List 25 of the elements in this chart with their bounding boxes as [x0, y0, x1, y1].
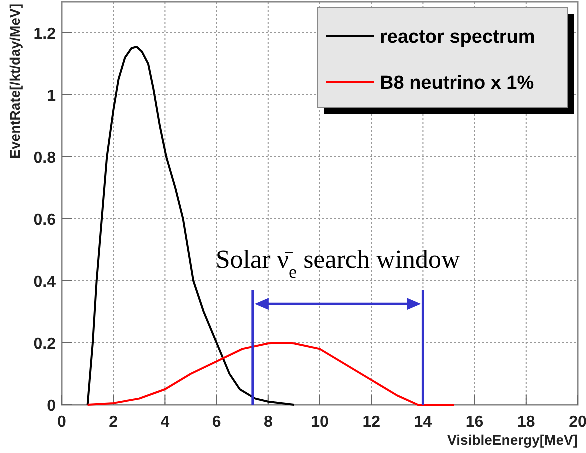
- y-tick-label: 1: [47, 88, 56, 105]
- x-tick-label: 14: [414, 414, 432, 431]
- x-tick-label: 2: [109, 414, 118, 431]
- x-tick-label: 0: [58, 414, 67, 431]
- y-tick-label: 0: [47, 398, 56, 415]
- x-tick-label: 8: [264, 414, 273, 431]
- x-tick-label: 4: [160, 414, 170, 431]
- line-series: [86, 46, 296, 406]
- legend-label: reactor spectrum: [380, 27, 536, 48]
- y-tick-label: 0.2: [34, 336, 56, 353]
- legend-label: B8 neutrino x 1%: [380, 73, 534, 94]
- line-series: [86, 342, 456, 406]
- x-axis-title: VisibleEnergy[MeV]: [448, 432, 578, 448]
- x-tick-label: 18: [518, 414, 536, 431]
- y-tick-label: 0.8: [34, 150, 56, 167]
- x-tick-label: 16: [466, 414, 484, 431]
- y-tick-label: 0.6: [34, 212, 56, 229]
- y-tick-label: 0.4: [34, 274, 56, 291]
- x-tick-label: 20: [569, 414, 586, 431]
- x-tick-label: 10: [311, 414, 329, 431]
- x-tick-label: 6: [212, 414, 222, 431]
- y-axis-title: EventRate[/kt/day/MeV]: [7, 4, 23, 159]
- x-tick-label: 12: [362, 414, 381, 431]
- y-tick-label: 1.2: [34, 26, 56, 43]
- annotation: Solar ν̄$_{e}$ search window: [216, 245, 460, 282]
